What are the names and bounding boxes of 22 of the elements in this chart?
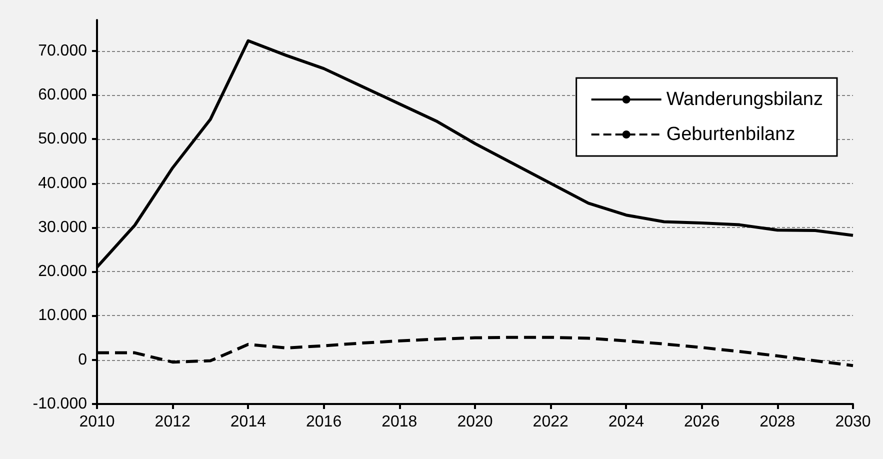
x-tick-label: 2020: [457, 414, 493, 430]
x-tick-label: 2012: [154, 414, 190, 430]
legend-label: Geburtenbilanz: [666, 124, 796, 145]
y-tick-label: 0: [78, 351, 88, 368]
y-tick-label: 40.000: [38, 174, 88, 192]
y-tick-label: 10.000: [38, 307, 88, 324]
y-tick-label: -10.000: [32, 396, 88, 412]
y-tick-label: 50.000: [38, 130, 88, 148]
x-tick-label: 2024: [608, 414, 644, 430]
legend-label: Wanderungsbilanz: [666, 89, 824, 110]
y-tick-label: 60.000: [38, 86, 88, 104]
x-tick-label: 2010: [79, 414, 115, 430]
x-tick-label: 2018: [382, 414, 418, 430]
x-tick-label: 2014: [230, 414, 266, 430]
x-tick-label: 2026: [684, 414, 720, 430]
x-tick-label: 2030: [835, 414, 871, 430]
x-tick-label: 2022: [532, 414, 568, 430]
y-tick-label: 30.000: [38, 218, 88, 236]
x-tick-label: 2028: [760, 414, 796, 430]
x-tick-label: 2016: [306, 414, 342, 430]
y-tick-label: 70.000: [38, 42, 88, 60]
y-tick-label: 20.000: [38, 263, 88, 280]
